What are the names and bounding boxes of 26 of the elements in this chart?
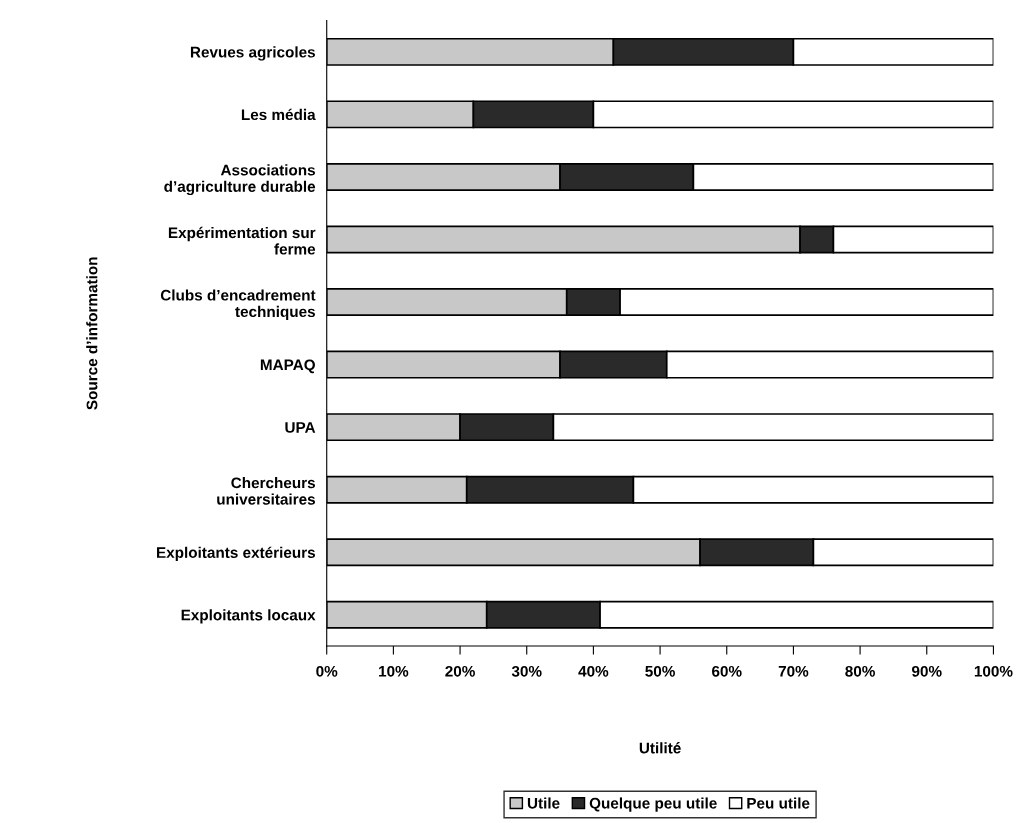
y-tick-label: MAPAQ [260,359,315,374]
x-tick-label: 20% [445,665,475,677]
x-tick-label: 50% [645,665,675,677]
x-tick-label: 40% [578,665,609,677]
y-tick-label: UPA [285,422,316,433]
x-axis-title: Utilité [639,742,681,754]
x-tick-label: 90% [912,665,942,677]
y-tick-label: Revues agricoles [190,46,315,61]
x-tick-label: 80% [845,665,875,677]
x-tick-label: 60% [712,665,742,677]
x-tick-label: 10% [379,665,409,677]
y-tick-label: Clubs d’encadrement techniques [160,289,316,321]
y-tick-label: Les média [241,108,316,121]
x-tick-label: 70% [778,665,809,677]
legend-label: Utile [527,797,560,809]
y-axis-title: Source d’information [86,257,98,410]
legend-label: Quelque peu utile [589,797,717,812]
y-tick-label: Associations d’agriculture durable [164,164,316,196]
x-tick-label: 30% [511,665,542,677]
y-tick-label: Expérimentation sur ferme [168,226,316,255]
y-tick-label: Exploitants locaux [181,609,316,624]
legend-label: Peu utile [747,797,810,809]
x-tick-label: 0% [316,665,338,677]
x-tick-label: 100% [974,665,1013,677]
y-tick-label: Exploitants extérieurs [157,546,315,562]
y-tick-label: Chercheurs universitaires [217,477,315,505]
